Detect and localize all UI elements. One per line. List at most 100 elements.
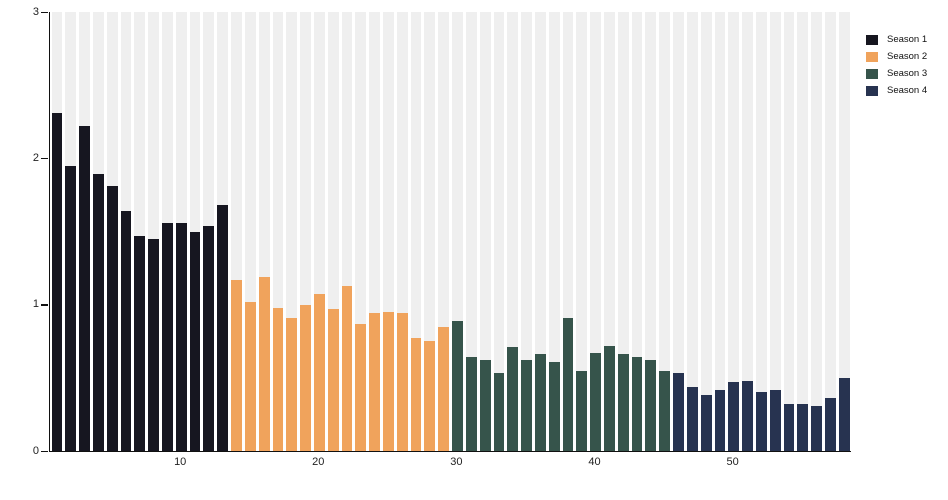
bar-backdrop	[742, 12, 753, 451]
bar-slot-episode-19	[299, 12, 313, 451]
bar-episode-43	[631, 357, 643, 451]
bar-backdrop	[244, 12, 256, 451]
bar-episode-17	[272, 307, 284, 451]
bar-episode-56	[811, 405, 822, 451]
bar-episode-58	[838, 377, 850, 451]
bar-slot-episode-51	[741, 12, 755, 451]
bar-backdrop	[604, 12, 615, 451]
y-axis-tick-2	[41, 157, 48, 160]
x-axis-label-20: 20	[312, 456, 325, 468]
bar-backdrop	[341, 12, 353, 451]
bar-slot-episode-5	[105, 12, 119, 451]
bar-episode-23	[355, 323, 367, 451]
plot-area	[49, 12, 851, 452]
bar-slot-episode-12	[202, 12, 216, 451]
bar-slot-episode-22	[340, 12, 354, 451]
bar-slot-episode-46	[672, 12, 686, 451]
legend-swatch-icon	[866, 34, 878, 45]
legend-label: Season 2	[887, 51, 928, 62]
legend-swatch-icon	[866, 68, 878, 79]
bar-backdrop	[548, 12, 560, 451]
y-axis-label-3: 3	[32, 5, 39, 18]
bar-backdrop	[479, 12, 491, 451]
bar-slot-episode-45	[658, 12, 672, 451]
bar-backdrop	[465, 12, 477, 451]
bar-slot-episode-28	[423, 12, 437, 451]
bar-episode-27	[410, 338, 422, 451]
bar-slot-episode-38	[561, 12, 575, 451]
bar-backdrop	[452, 12, 463, 451]
bar-episode-7	[134, 235, 146, 451]
bar-slot-episode-48	[699, 12, 713, 451]
bar-episode-9	[162, 222, 173, 451]
bar-episode-39	[576, 370, 588, 451]
bar-slot-episode-4	[91, 12, 105, 451]
bar-backdrop	[755, 12, 767, 451]
bar-slot-episode-10	[174, 12, 188, 451]
bar-episode-48	[700, 395, 712, 451]
bar-episode-13	[217, 205, 229, 451]
bar-slot-episode-6	[119, 12, 133, 451]
bar-episode-6	[120, 211, 132, 451]
bar-backdrop	[631, 12, 643, 451]
bar-slot-episode-33	[492, 12, 506, 451]
bar-slot-episode-35	[520, 12, 534, 451]
y-axis-label-2: 2	[32, 151, 39, 164]
bar-backdrop	[300, 12, 311, 451]
bar-episode-51	[742, 380, 753, 451]
bar-episode-2	[65, 165, 77, 451]
bar-backdrop	[424, 12, 436, 451]
bar-backdrop	[272, 12, 284, 451]
bar-episode-11	[189, 231, 201, 451]
legend: Season 1 Season 2 Season 3 Season 4	[866, 31, 927, 99]
legend-row-4: Season 4	[866, 82, 927, 99]
bar-backdrop	[590, 12, 601, 451]
bar-backdrop	[838, 12, 850, 451]
bar-backdrop	[396, 12, 408, 451]
bar-episode-8	[148, 238, 159, 451]
bar-backdrop	[148, 12, 159, 451]
y-axis-label-1: 1	[32, 298, 39, 311]
bar-episode-41	[604, 345, 615, 451]
bar-episode-53	[769, 389, 781, 451]
legend-label: Season 3	[887, 68, 928, 79]
bar-backdrop	[355, 12, 367, 451]
bar-slot-episode-25	[382, 12, 396, 451]
bar-episode-35	[521, 360, 532, 451]
bar-episode-18	[286, 317, 298, 451]
bar-backdrop	[258, 12, 270, 451]
bar-slot-episode-40	[589, 12, 603, 451]
x-axis-label-40: 40	[588, 456, 601, 468]
bar-backdrop	[673, 12, 684, 451]
bar-slot-episode-24	[368, 12, 382, 451]
bar-episode-54	[783, 404, 795, 451]
bar-backdrop	[576, 12, 588, 451]
bar-episode-47	[686, 386, 698, 451]
bar-backdrop	[383, 12, 394, 451]
bar-episode-21	[327, 309, 339, 451]
bar-episode-52	[755, 392, 767, 451]
legend-row-1: Season 1	[866, 31, 927, 48]
bar-backdrop	[134, 12, 146, 451]
bar-backdrop	[617, 12, 629, 451]
bar-episode-46	[673, 373, 684, 451]
bar-slot-episode-39	[575, 12, 589, 451]
bar-episode-26	[396, 313, 408, 451]
bar-episode-55	[797, 404, 809, 451]
bar-backdrop	[438, 12, 450, 451]
bar-episode-19	[300, 304, 311, 451]
bar-backdrop	[313, 12, 325, 451]
bar-slot-episode-37	[547, 12, 561, 451]
bar-slot-episode-44	[644, 12, 658, 451]
bar-slot-episode-36	[533, 12, 547, 451]
bar-backdrop	[645, 12, 657, 451]
bar-episode-10	[175, 222, 187, 451]
bar-backdrop	[659, 12, 671, 451]
bar-slot-episode-31	[464, 12, 478, 451]
bar-backdrop	[327, 12, 339, 451]
bar-episode-15	[244, 301, 256, 451]
bar-episode-40	[590, 352, 601, 451]
bar-slot-episode-34	[506, 12, 520, 451]
bar-backdrop	[410, 12, 422, 451]
bar-slot-episode-58	[837, 12, 851, 451]
